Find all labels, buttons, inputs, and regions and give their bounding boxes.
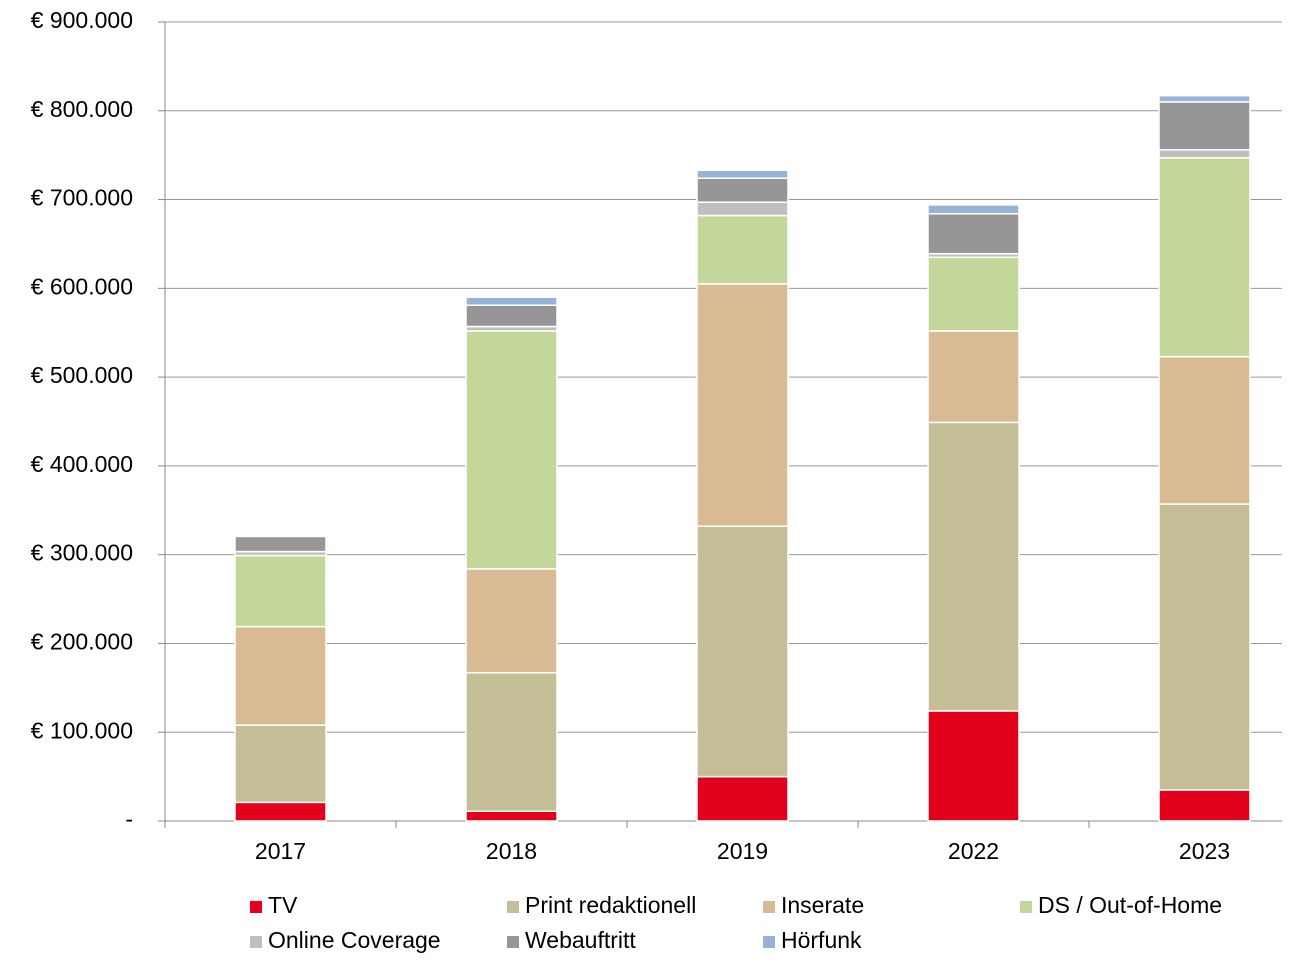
bar-segment xyxy=(696,214,789,285)
bar-segment xyxy=(696,283,789,528)
legend-label: Inserate xyxy=(781,892,864,918)
legend-swatch xyxy=(507,936,519,948)
bar-segment xyxy=(696,525,789,778)
y-tick-label: € 800.000 xyxy=(31,96,133,122)
bar-segment xyxy=(465,296,558,306)
legend-swatch xyxy=(507,901,519,913)
bar-segment xyxy=(234,625,327,726)
bar-segment xyxy=(927,213,1020,255)
legend-label: Webauftritt xyxy=(525,927,636,953)
bar-segment xyxy=(234,724,327,804)
bar-segment xyxy=(1158,503,1251,791)
legend-swatch xyxy=(250,936,262,948)
bar-segment xyxy=(1158,157,1251,358)
y-tick-label: € 400.000 xyxy=(31,451,133,477)
legend-label: Online Coverage xyxy=(268,927,441,953)
bar-segment xyxy=(465,810,558,822)
y-tick-label: - xyxy=(125,806,133,832)
bar-segment xyxy=(927,256,1020,332)
x-tick-label: 2019 xyxy=(717,838,768,864)
bar-segment xyxy=(927,421,1020,712)
y-tick-label: € 200.000 xyxy=(31,629,133,655)
x-tick-label: 2018 xyxy=(486,838,537,864)
bar-segment xyxy=(1158,789,1251,822)
legend-label: Hörfunk xyxy=(781,927,862,953)
bar-segment xyxy=(696,201,789,217)
bar-segment xyxy=(927,330,1020,424)
legend-swatch xyxy=(763,936,775,948)
y-tick-label: € 700.000 xyxy=(31,185,133,211)
y-tick-label: € 900.000 xyxy=(31,7,133,33)
bar-segment xyxy=(465,304,558,328)
bar-segment xyxy=(1158,355,1251,505)
legend-label: TV xyxy=(268,892,298,918)
legend-label: DS / Out-of-Home xyxy=(1038,892,1222,918)
legend-swatch xyxy=(250,901,262,913)
bar-segment xyxy=(927,204,1020,215)
legend-swatch xyxy=(763,901,775,913)
y-tick-label: € 100.000 xyxy=(31,717,133,743)
bar-segment xyxy=(465,671,558,812)
bar-segment xyxy=(234,535,327,553)
bar-segment xyxy=(1158,149,1251,159)
x-tick-label: 2023 xyxy=(1179,838,1230,864)
legend-swatch xyxy=(1020,901,1032,913)
y-tick-label: € 300.000 xyxy=(31,540,133,566)
y-tick-label: € 500.000 xyxy=(31,362,133,388)
legend-label: Print redaktionell xyxy=(525,892,696,918)
bar-segment xyxy=(234,554,327,628)
bar-segment xyxy=(927,710,1020,822)
x-tick-label: 2022 xyxy=(948,838,999,864)
bar-segment xyxy=(465,330,558,570)
bar-segment xyxy=(1158,101,1251,151)
bar-segment xyxy=(234,801,327,822)
bar-segment xyxy=(1158,94,1251,103)
y-tick-label: € 600.000 xyxy=(31,273,133,299)
bar-segment xyxy=(696,775,789,822)
x-tick-label: 2017 xyxy=(255,838,306,864)
bar-segment xyxy=(465,568,558,674)
bar-segment xyxy=(696,177,789,203)
bar-segment xyxy=(696,169,789,179)
